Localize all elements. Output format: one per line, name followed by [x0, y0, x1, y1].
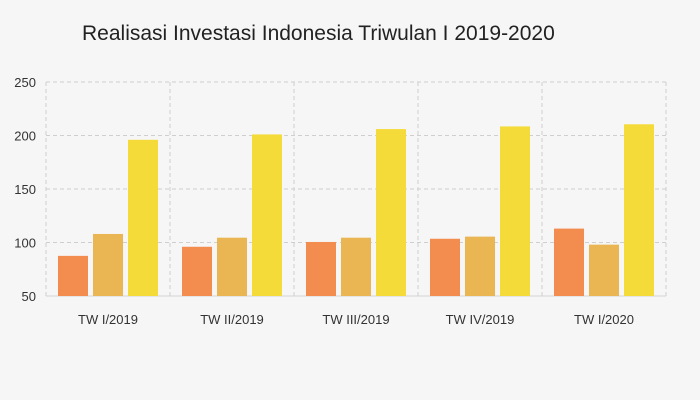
y-axis-ticks: 50 100 150 200 250: [14, 75, 36, 304]
bar-4-1: [589, 244, 619, 296]
bar-4-2: [624, 124, 654, 296]
y-tick-label: 250: [14, 75, 36, 90]
bar-0-0: [58, 255, 88, 296]
y-tick-label: 100: [14, 236, 36, 251]
x-tick-label: TW IV/2019: [446, 312, 515, 327]
bar-4-0: [554, 228, 584, 296]
bar-2-0: [306, 241, 336, 296]
bar-2-2: [376, 129, 406, 296]
x-tick-label: TW II/2019: [200, 312, 264, 327]
bar-0-1: [93, 233, 123, 296]
x-tick-label: TW I/2020: [574, 312, 634, 327]
x-tick-label: TW I/2019: [78, 312, 138, 327]
bar-1-2: [252, 134, 282, 296]
chart-title: Realisasi Investasi Indonesia Triwulan I…: [82, 22, 555, 45]
bars: [58, 124, 654, 296]
y-tick-label: 150: [14, 182, 36, 197]
y-tick-label: 200: [14, 129, 36, 144]
bar-1-0: [182, 246, 212, 296]
bar-3-0: [430, 238, 460, 296]
bar-3-2: [500, 126, 530, 296]
bar-2-1: [341, 237, 371, 296]
y-tick-label: 50: [22, 289, 36, 304]
bar-0-2: [128, 139, 158, 296]
x-tick-label: TW III/2019: [322, 312, 389, 327]
bar-1-1: [217, 237, 247, 296]
bar-3-1: [465, 236, 495, 296]
x-axis-ticks: TW I/2019 TW II/2019 TW III/2019 TW IV/2019…: [78, 312, 634, 327]
